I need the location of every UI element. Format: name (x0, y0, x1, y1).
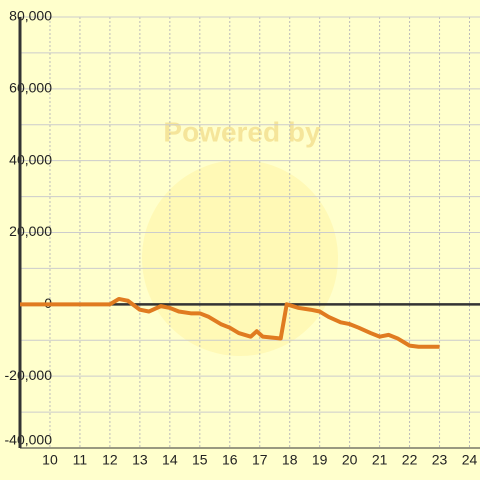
x-tick-label: 18 (282, 452, 298, 468)
x-tick-label: 15 (192, 452, 208, 468)
y-tick-label: 60,000 (9, 80, 52, 96)
x-tick-label: 20 (342, 452, 358, 468)
x-tick-label: 13 (132, 452, 148, 468)
x-tick-label: 14 (162, 452, 178, 468)
series-line (20, 296, 440, 349)
watermark-logo (142, 160, 338, 356)
x-tick-label: 21 (372, 452, 388, 468)
x-tick-label: 10 (42, 452, 58, 468)
x-tick-label: 19 (312, 452, 328, 468)
x-tick-label: 17 (252, 452, 268, 468)
y-tick-label: -20,000 (5, 367, 53, 383)
y-tick-label: 40,000 (9, 151, 52, 167)
x-tick-label: 22 (402, 452, 418, 468)
y-tick-label: -40,000 (5, 432, 53, 448)
x-tick-label: 16 (222, 452, 238, 468)
x-tick-label: 12 (102, 452, 118, 468)
y-tick-label: 80,000 (9, 8, 52, 24)
x-tick-label: 23 (432, 452, 448, 468)
y-tick-label: 20,000 (9, 223, 52, 239)
watermark: Powered by (163, 116, 321, 147)
x-tick-label: 11 (73, 452, 88, 468)
x-tick-label: 24 (462, 452, 478, 468)
